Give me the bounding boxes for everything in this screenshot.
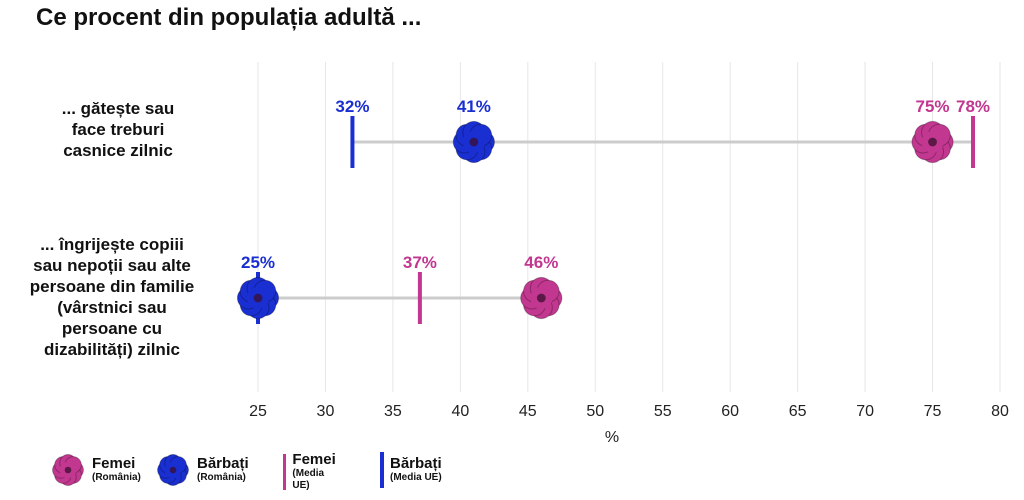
chart-title: Ce procent din populația adultă ... xyxy=(36,4,422,31)
row-label-line: (vârstnici sau xyxy=(57,298,167,317)
value-label-women-eu: 37% xyxy=(403,253,437,272)
row-label-line: face treburi xyxy=(71,120,165,139)
row-label-line: dizabilități) zilnic xyxy=(43,340,180,359)
flower-icon xyxy=(52,454,84,486)
row-label-line: persoane cu xyxy=(61,319,163,338)
row-label-line: casnice zilnic xyxy=(63,141,173,160)
x-tick-label: 30 xyxy=(317,403,335,420)
women-romania-marker xyxy=(911,120,954,164)
value-label-women-ro: 75% xyxy=(916,97,950,116)
bar-marker-icon xyxy=(283,454,287,490)
legend-flower-shape xyxy=(157,454,189,486)
legend-item-men-eu: Bărbați (Media UE) xyxy=(380,452,442,488)
row-label-line: persoane din familie xyxy=(29,277,195,296)
x-tick-label: 50 xyxy=(586,403,604,420)
legend-sublabel: (Media UE) xyxy=(390,472,442,483)
data-row: 25% 46% 37% xyxy=(236,253,563,324)
x-tick-label: 65 xyxy=(789,403,807,420)
legend-item-men-romania: Bărbați (România) xyxy=(155,452,249,488)
x-tick-label: 25 xyxy=(249,403,267,420)
dumbbell-chart: 25 30 35 40 45 50 55 60 65 70 75 80 % 32% 41% 75% 78% 2… xyxy=(236,62,1009,446)
flower-icon xyxy=(157,454,189,486)
x-tick-label: 70 xyxy=(856,403,874,420)
legend-label: Bărbați xyxy=(197,455,249,472)
men-romania-marker xyxy=(236,276,280,320)
row-label-care: ... îngrijește copiii sau nepoții sau al… xyxy=(12,234,212,360)
value-label-women-eu: 78% xyxy=(956,97,990,116)
x-tick-label: 75 xyxy=(924,403,942,420)
row-label-household: ... gătește sau face treburi casnice zil… xyxy=(18,98,218,161)
value-label-men-eu: 32% xyxy=(335,97,369,116)
tick-layer: 25 30 35 40 45 50 55 60 65 70 75 80 xyxy=(249,403,1009,420)
legend-item-women-romania: Femei (România) xyxy=(50,452,141,488)
x-axis-label: % xyxy=(605,429,619,446)
value-label-men-ro: 25% xyxy=(241,253,275,272)
men-romania-marker xyxy=(452,120,495,164)
value-label-women-ro: 46% xyxy=(524,253,558,272)
rows-layer: 32% 41% 75% 78% 25% 46% 37% xyxy=(236,97,990,324)
value-label-men-ro: 41% xyxy=(457,97,491,116)
legend-label: Femei xyxy=(92,455,136,472)
bar-marker-icon xyxy=(380,452,384,488)
x-tick-label: 80 xyxy=(991,403,1009,420)
row-label-line: ... gătește sau xyxy=(61,99,175,118)
legend-label: Femei xyxy=(292,451,336,468)
women-romania-marker xyxy=(520,276,563,320)
x-tick-label: 40 xyxy=(451,403,469,420)
x-tick-label: 55 xyxy=(654,403,672,420)
grid-layer xyxy=(257,62,1001,392)
row-label-line: ... îngrijește copiii xyxy=(40,235,184,254)
x-tick-label: 35 xyxy=(384,403,402,420)
x-tick-label: 60 xyxy=(721,403,739,420)
x-tick-label: 45 xyxy=(519,403,537,420)
legend-sublabel: (România) xyxy=(197,472,246,483)
legend-item-women-eu: Femei (Media UE) xyxy=(283,452,336,492)
legend-flower-shape xyxy=(52,454,84,486)
legend-label: Bărbați xyxy=(390,455,442,472)
data-row: 32% 41% 75% 78% xyxy=(335,97,990,168)
legend-sublabel: (România) xyxy=(92,472,141,483)
legend-sublabel: (Media UE) xyxy=(292,468,325,491)
row-label-line: sau nepoții sau alte xyxy=(33,256,191,275)
